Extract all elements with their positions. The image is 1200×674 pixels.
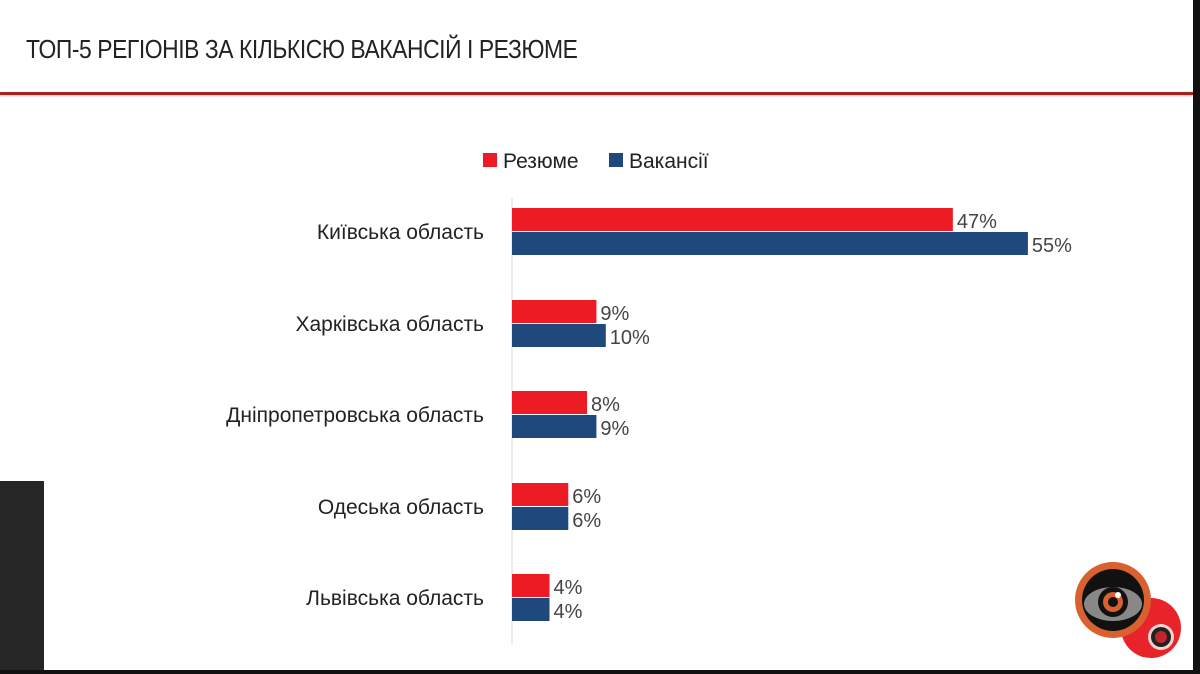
data-label: 6% (572, 486, 601, 508)
bar-resume (512, 574, 550, 597)
bar-vacancies (512, 598, 550, 621)
data-label: 9% (600, 418, 629, 440)
data-label: 10% (610, 327, 650, 349)
bar-resume (512, 391, 588, 414)
bar-vacancies (512, 324, 606, 347)
bar-vacancies (512, 507, 569, 530)
category-label: Київська область (317, 221, 484, 244)
legend-label: Резюме (503, 150, 579, 173)
data-label: 4% (554, 601, 583, 623)
category-label: Одеська область (318, 496, 484, 519)
data-label: 55% (1032, 235, 1072, 257)
bar-resume (512, 483, 569, 506)
side-panel (0, 481, 44, 674)
data-label: 47% (957, 211, 997, 233)
data-label: 8% (591, 394, 620, 416)
category-label: Дніпропетровська область (226, 404, 484, 427)
data-label: 6% (572, 510, 601, 532)
data-label: 4% (554, 577, 583, 599)
frame-right-border (1193, 0, 1200, 674)
page-title: ТОП-5 РЕГІОНІВ ЗА КІЛЬКІСЮ ВАКАНСІЙ І РЕ… (26, 34, 578, 64)
title-divider (0, 92, 1193, 95)
legend-label: Вакансії (629, 150, 709, 173)
frame-bottom-border (0, 670, 1200, 674)
legend-swatch (483, 153, 497, 167)
category-label: Львівська область (306, 587, 484, 610)
bar-vacancies (512, 232, 1028, 255)
legend-swatch (609, 153, 623, 167)
bar-vacancies (512, 415, 597, 438)
bar-resume (512, 208, 953, 231)
category-label: Харківська область (296, 313, 485, 336)
bar-resume (512, 300, 597, 323)
data-label: 9% (600, 303, 629, 325)
eye-logo-icon (1075, 562, 1181, 658)
